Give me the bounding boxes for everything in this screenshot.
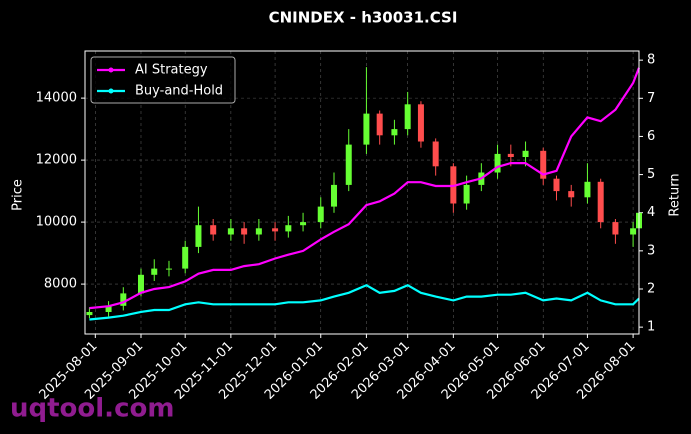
- candle-body: [612, 222, 619, 235]
- y-tick-label: 8000: [44, 277, 77, 292]
- y2-axis-label: Return: [668, 173, 683, 216]
- candle-body: [317, 206, 324, 223]
- candle-body: [345, 144, 352, 185]
- candle-body: [195, 225, 202, 247]
- y2-tick-label: 5: [647, 167, 655, 182]
- y2-tick-label: 6: [647, 129, 655, 144]
- candle-body: [507, 153, 514, 158]
- candle-body: [553, 178, 560, 192]
- return-line: [89, 67, 641, 310]
- chart-title: CNINDEX - h30031.CSI: [269, 9, 458, 27]
- y2-tick-label: 8: [647, 53, 655, 68]
- candle-body: [105, 305, 112, 312]
- y2-tick-label: 2: [647, 281, 655, 296]
- y-axis-label: Price: [11, 179, 26, 211]
- return-line: [89, 283, 640, 321]
- candle-body: [417, 104, 424, 142]
- y2-tick-label: 3: [647, 243, 655, 258]
- y2-tick-label: 1: [647, 320, 655, 335]
- candle-body: [363, 113, 370, 145]
- plot-frame: [84, 50, 640, 335]
- candle-body: [241, 228, 248, 235]
- candle-body: [597, 181, 604, 223]
- legend-box: [90, 56, 236, 104]
- candle-body: [182, 246, 189, 269]
- legend-label: Buy-and-Hold: [135, 84, 223, 99]
- y-tick-label: 10000: [36, 215, 77, 230]
- legend-marker: [108, 67, 114, 73]
- candle-body: [227, 228, 234, 235]
- candle-body: [540, 150, 547, 179]
- candle-body: [376, 113, 383, 136]
- candle-body: [432, 141, 439, 167]
- candle-body: [463, 184, 470, 204]
- y-tick-label: 14000: [36, 91, 77, 106]
- candle-body: [494, 153, 501, 173]
- candle-body: [137, 274, 144, 294]
- candle-body: [300, 222, 307, 226]
- watermark: uqtool.com: [10, 394, 174, 424]
- candle-body: [584, 181, 591, 198]
- candle-body: [285, 225, 292, 232]
- candle-body: [630, 228, 637, 235]
- candle-body: [404, 104, 411, 130]
- candle-body: [272, 228, 279, 232]
- candle-body: [86, 311, 93, 316]
- y2-tick-label: 7: [647, 91, 655, 106]
- candle-body: [165, 268, 172, 270]
- y2-tick-label: 4: [647, 205, 655, 220]
- candle-body: [255, 228, 262, 235]
- legend-label: AI Strategy: [135, 63, 208, 78]
- legend-marker: [108, 88, 114, 94]
- y-tick-label: 12000: [36, 153, 77, 168]
- candle-body: [120, 293, 127, 306]
- candle-body: [151, 268, 158, 275]
- candle-body: [391, 129, 398, 136]
- candle-body: [210, 225, 217, 235]
- candle-body: [522, 150, 529, 158]
- candle-body: [331, 184, 338, 207]
- candle-body: [568, 191, 575, 198]
